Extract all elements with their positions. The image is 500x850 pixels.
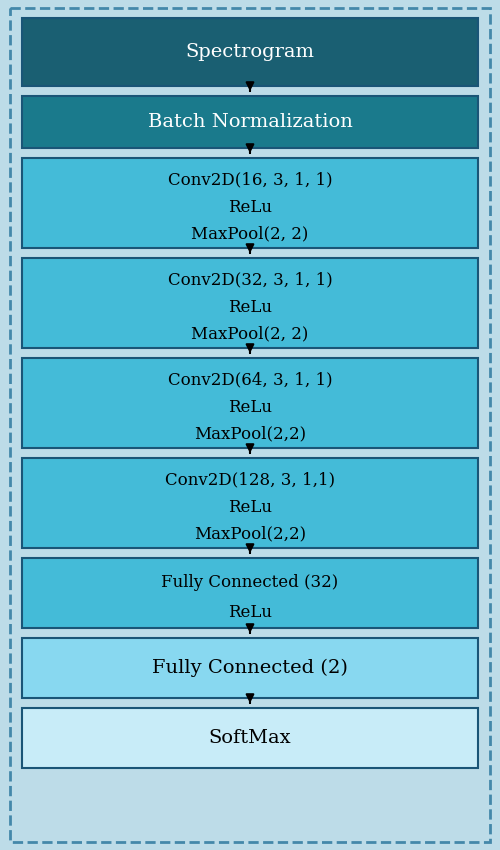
Bar — [22, 158, 478, 248]
Text: MaxPool(2,2): MaxPool(2,2) — [194, 426, 306, 443]
Bar — [22, 18, 478, 86]
Bar — [22, 458, 478, 548]
Text: Conv2D(32, 3, 1, 1): Conv2D(32, 3, 1, 1) — [168, 271, 332, 288]
Bar — [22, 638, 478, 698]
Text: MaxPool(2, 2): MaxPool(2, 2) — [192, 226, 308, 243]
Text: Conv2D(16, 3, 1, 1): Conv2D(16, 3, 1, 1) — [168, 172, 332, 189]
Text: ReLu: ReLu — [228, 199, 272, 216]
Bar — [22, 96, 478, 148]
Text: Fully Connected (2): Fully Connected (2) — [152, 659, 348, 677]
Text: Fully Connected (32): Fully Connected (32) — [162, 574, 338, 591]
Bar — [22, 258, 478, 348]
Text: Spectrogram: Spectrogram — [186, 43, 314, 61]
Text: Batch Normalization: Batch Normalization — [148, 113, 352, 131]
Text: SoftMax: SoftMax — [208, 729, 292, 747]
Text: MaxPool(2, 2): MaxPool(2, 2) — [192, 326, 308, 343]
Bar — [22, 558, 478, 628]
Bar — [22, 708, 478, 768]
Text: ReLu: ReLu — [228, 399, 272, 416]
Text: MaxPool(2,2): MaxPool(2,2) — [194, 526, 306, 543]
Text: ReLu: ReLu — [228, 298, 272, 315]
Text: ReLu: ReLu — [228, 499, 272, 516]
Text: ReLu: ReLu — [228, 604, 272, 621]
Bar — [22, 358, 478, 448]
Text: Conv2D(128, 3, 1,1): Conv2D(128, 3, 1,1) — [165, 471, 335, 488]
Text: Conv2D(64, 3, 1, 1): Conv2D(64, 3, 1, 1) — [168, 371, 332, 388]
